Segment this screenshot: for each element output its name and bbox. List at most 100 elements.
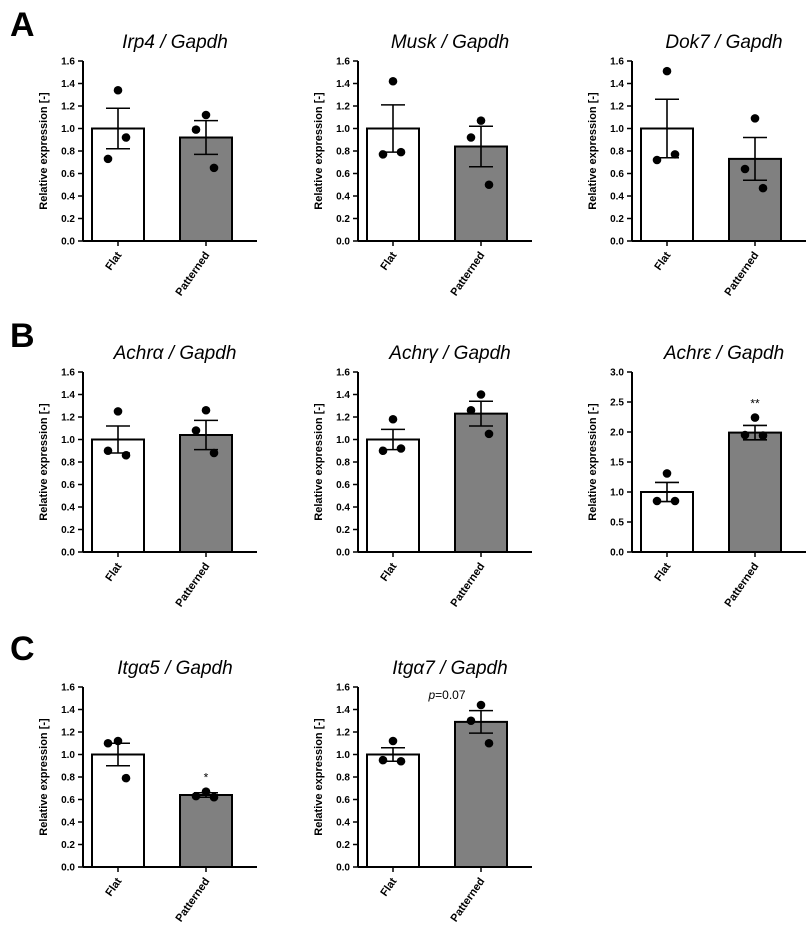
y-tick-label: 1.4 bbox=[610, 79, 624, 90]
chart-title: Itgα5 / Gapdh bbox=[117, 658, 232, 679]
y-tick-label: 0.4 bbox=[336, 503, 350, 514]
x-tick-label: Flat bbox=[378, 876, 399, 899]
chart-1: Musk / Gapdh Relative expression [-] 0.0 0.… bbox=[313, 32, 532, 298]
y-tick-label: 1.2 bbox=[61, 728, 75, 739]
chart-title-gene: Musk bbox=[391, 32, 438, 53]
y-tick-label: 1.0 bbox=[61, 435, 75, 446]
y-tick-label: 0.0 bbox=[336, 237, 350, 248]
chart-0: Irp4 / Gapdh Relative expression [-] 0.0 0.… bbox=[38, 32, 257, 298]
y-tick-label: 1.0 bbox=[336, 750, 350, 761]
y-tick-label: 1.5 bbox=[610, 458, 624, 469]
bar-flat bbox=[91, 438, 145, 553]
y-tick-label: 0.0 bbox=[61, 863, 75, 874]
y-tick-label: 2.5 bbox=[610, 398, 624, 409]
data-point bbox=[113, 85, 123, 95]
data-point bbox=[476, 700, 486, 710]
chart-title: Achrε / Gapdh bbox=[663, 343, 784, 364]
significance-marker: ** bbox=[750, 397, 760, 411]
y-tick-label: 0.4 bbox=[336, 192, 350, 203]
y-tick-label: 1.0 bbox=[336, 435, 350, 446]
data-point bbox=[466, 133, 476, 142]
y-tick-label: 1.0 bbox=[61, 124, 75, 135]
x-tick-label: Patterned bbox=[449, 561, 488, 609]
chart-title-suffix: / Gapdh bbox=[711, 343, 784, 364]
y-tick-label: 0.0 bbox=[61, 548, 75, 559]
y-axis-label: Relative expression [-] bbox=[38, 92, 50, 210]
chart-7: Itgα7 / Gapdh Relative expression [-] 0.0 0… bbox=[313, 658, 532, 924]
y-tick-label: 0.8 bbox=[61, 773, 75, 784]
chart-title: Dok7 / Gapdh bbox=[665, 32, 782, 53]
chart-title: Irp4 / Gapdh bbox=[122, 32, 228, 53]
data-point bbox=[209, 163, 219, 173]
y-tick-label: 0.8 bbox=[336, 773, 350, 784]
data-point bbox=[388, 736, 398, 746]
y-tick-label: 0.4 bbox=[61, 818, 75, 829]
data-point bbox=[209, 448, 219, 458]
bar-flat bbox=[366, 438, 420, 553]
panel-label-c: C bbox=[10, 630, 35, 668]
bar-patterned bbox=[728, 431, 782, 554]
y-tick-label: 0.2 bbox=[61, 840, 75, 851]
y-tick-label: 0.2 bbox=[610, 214, 624, 225]
bar-flat bbox=[91, 753, 145, 868]
x-tick-label: Patterned bbox=[723, 561, 762, 609]
data-point bbox=[670, 496, 680, 506]
chart-title-suffix: / Gapdh bbox=[438, 343, 511, 364]
y-tick-label: 0.4 bbox=[61, 192, 75, 203]
data-point bbox=[113, 407, 123, 416]
y-tick-label: 3.0 bbox=[610, 368, 624, 379]
data-point bbox=[121, 133, 131, 142]
data-point bbox=[201, 110, 211, 120]
x-tick-label: Flat bbox=[103, 561, 124, 584]
chart-title-gene: Dok7 bbox=[665, 32, 711, 53]
data-point bbox=[740, 430, 750, 440]
y-tick-label: 1.4 bbox=[336, 390, 350, 401]
data-point bbox=[750, 413, 760, 422]
y-tick-label: 0.6 bbox=[336, 480, 350, 491]
bar-patterned bbox=[454, 720, 508, 868]
charts-group: Irp4 / Gapdh Relative expression [-] 0.0 0.… bbox=[38, 32, 806, 924]
y-tick-label: 1.0 bbox=[610, 488, 624, 499]
y-axis-label: Relative expression [-] bbox=[38, 403, 50, 521]
y-tick-label: 1.0 bbox=[336, 124, 350, 135]
chart-title-suffix: / Gapdh bbox=[160, 658, 233, 679]
x-tick-label: Flat bbox=[652, 561, 673, 584]
y-tick-label: 1.6 bbox=[61, 57, 75, 68]
chart-title-suffix: / Gapdh bbox=[435, 658, 508, 679]
y-tick-label: 0.5 bbox=[610, 518, 624, 529]
y-tick-label: 1.2 bbox=[336, 413, 350, 424]
x-tick-label: Patterned bbox=[449, 876, 488, 924]
p-value-symbol: p bbox=[427, 688, 435, 702]
data-point bbox=[662, 469, 672, 478]
y-tick-label: 1.2 bbox=[336, 728, 350, 739]
p-value-text: =0.07 bbox=[435, 688, 466, 702]
y-tick-label: 0.2 bbox=[336, 214, 350, 225]
chart-title: Musk / Gapdh bbox=[391, 32, 509, 53]
y-tick-label: 0.2 bbox=[336, 840, 350, 851]
y-axis-label: Relative expression [-] bbox=[587, 92, 599, 210]
data-point bbox=[662, 66, 672, 76]
data-point bbox=[121, 773, 131, 783]
significance-marker: * bbox=[204, 771, 209, 785]
y-tick-label: 1.2 bbox=[61, 413, 75, 424]
data-point bbox=[652, 496, 662, 506]
y-axis-label: Relative expression [-] bbox=[313, 718, 325, 836]
x-tick-label: Flat bbox=[652, 250, 673, 273]
bar-patterned bbox=[179, 434, 233, 553]
bar-patterned bbox=[179, 794, 233, 868]
panel-label-a: A bbox=[10, 6, 35, 44]
data-point bbox=[476, 390, 486, 399]
chart-title-suffix: / Gapdh bbox=[164, 343, 237, 364]
data-point bbox=[103, 738, 113, 748]
y-tick-label: 1.2 bbox=[336, 102, 350, 113]
y-tick-label: 1.0 bbox=[61, 750, 75, 761]
y-tick-label: 1.6 bbox=[336, 368, 350, 379]
data-point bbox=[758, 431, 768, 440]
y-axis-label: Relative expression [-] bbox=[313, 403, 325, 521]
data-point bbox=[378, 150, 388, 159]
y-tick-label: 0.6 bbox=[61, 795, 75, 806]
x-tick-label: Flat bbox=[378, 561, 399, 584]
data-point bbox=[484, 429, 494, 439]
data-point bbox=[484, 180, 494, 190]
